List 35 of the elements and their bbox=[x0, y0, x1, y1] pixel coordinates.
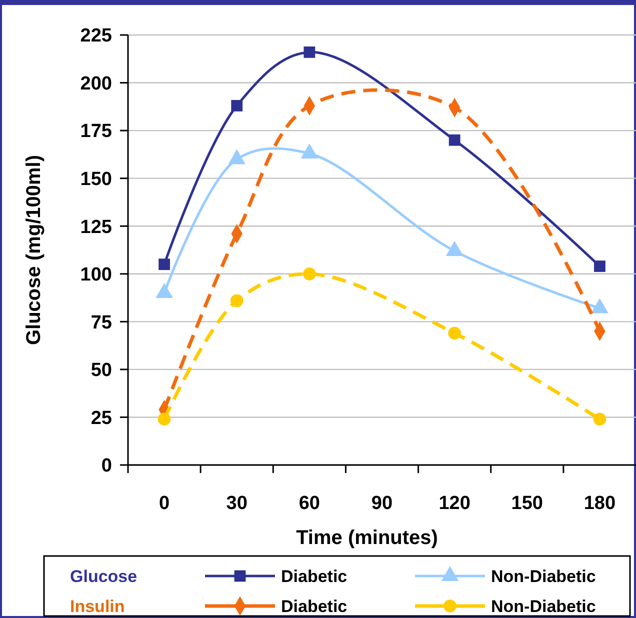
legend-label: Diabetic bbox=[281, 566, 348, 586]
point bbox=[230, 294, 244, 308]
y-tick-label: 50 bbox=[90, 360, 112, 382]
y-tick-label: 125 bbox=[80, 216, 112, 238]
y-tick-label: 200 bbox=[80, 73, 112, 94]
point bbox=[304, 46, 316, 58]
legend-label: Non-Diabetic bbox=[491, 566, 596, 586]
y-tick-label: 175 bbox=[80, 121, 112, 142]
point bbox=[158, 412, 171, 426]
x-tick-label: 60 bbox=[298, 493, 320, 514]
x-tick-label: 90 bbox=[371, 493, 393, 514]
legend-label: Non-Diabetic bbox=[491, 596, 596, 616]
y-tick-label: 75 bbox=[90, 312, 112, 334]
point bbox=[593, 412, 606, 426]
x-tick-label: 180 bbox=[584, 493, 616, 514]
point bbox=[158, 258, 170, 270]
point bbox=[594, 260, 606, 272]
y-tick-label: 225 bbox=[80, 26, 112, 47]
text: Glucose bbox=[70, 566, 138, 586]
y-tick-label: 150 bbox=[80, 168, 112, 190]
point bbox=[448, 134, 460, 146]
x-tick-label: 120 bbox=[438, 493, 470, 514]
x-tick-label: 0 bbox=[158, 493, 170, 514]
point bbox=[231, 100, 243, 112]
text: Insulin bbox=[70, 596, 125, 616]
point bbox=[448, 326, 462, 340]
x-axis-title: Time (minutes) bbox=[296, 527, 438, 549]
y-axis-title: Glucose (mg/100ml) bbox=[23, 154, 45, 346]
x-tick-label: 30 bbox=[226, 493, 248, 514]
y-tick-label: 25 bbox=[90, 408, 112, 429]
x-tick-label: 150 bbox=[511, 493, 543, 514]
y-tick-label: 0 bbox=[101, 456, 112, 477]
y-tick-label: 100 bbox=[80, 264, 112, 286]
legend-label: Diabetic bbox=[281, 596, 348, 616]
point bbox=[302, 267, 316, 280]
